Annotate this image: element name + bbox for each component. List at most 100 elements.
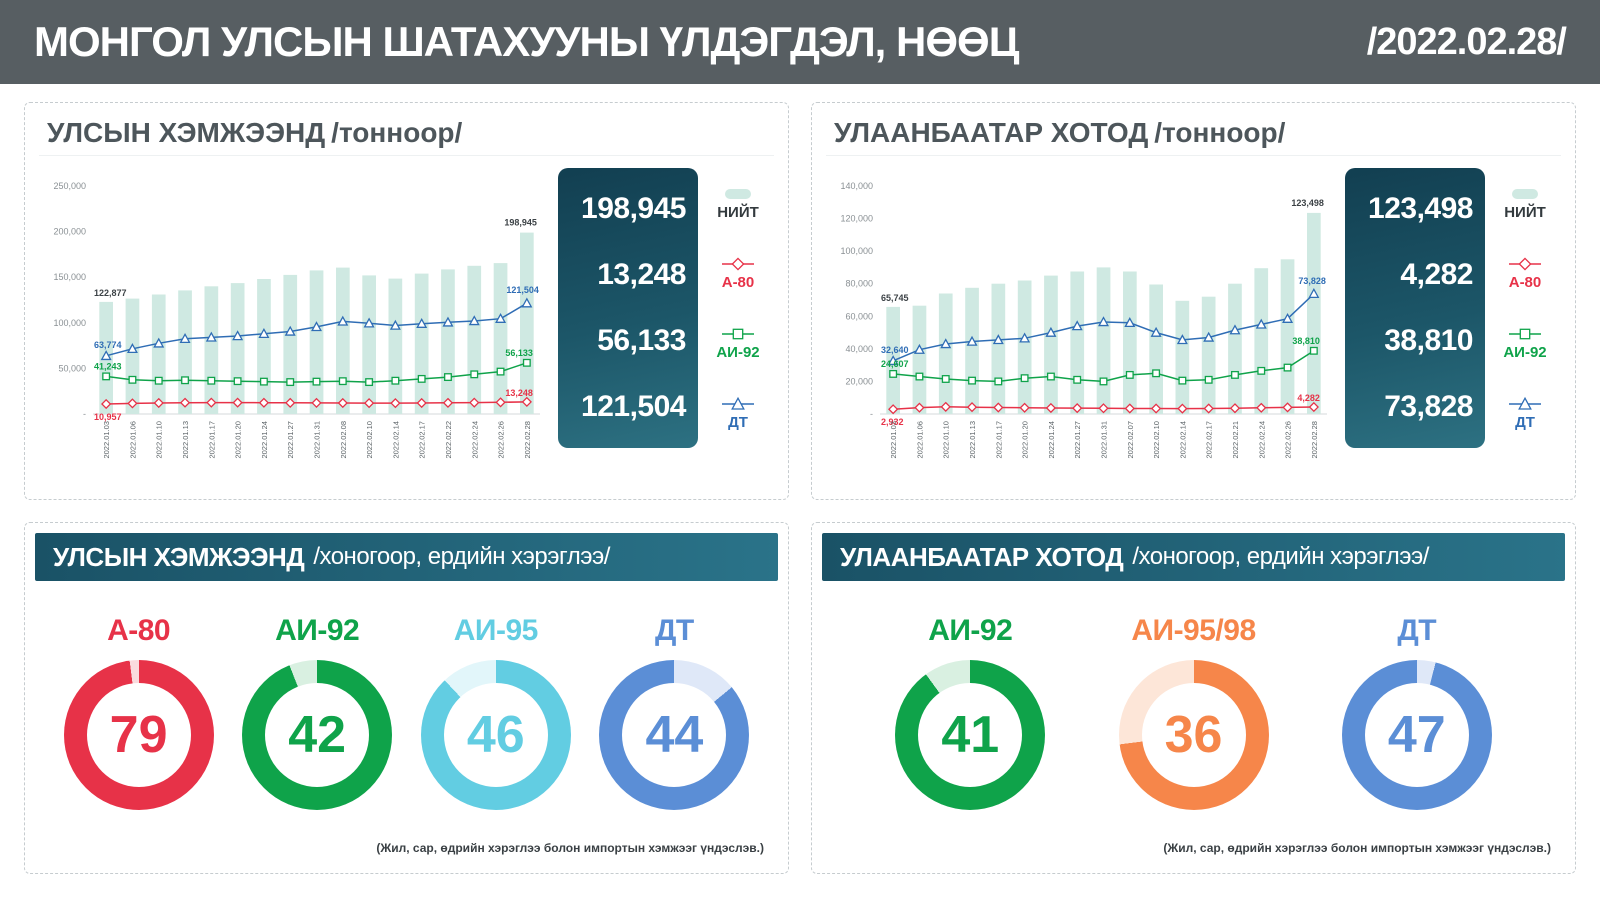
panel-ub-days: УЛААНБААТАР ХОТОД /хоногоор, ердийн хэрэ… xyxy=(811,522,1576,874)
svg-text:2022.02.22: 2022.02.22 xyxy=(444,421,453,459)
svg-text:2022.02.17: 2022.02.17 xyxy=(418,421,427,459)
triangle-legend-icon xyxy=(1509,396,1541,410)
svg-text:2022.01.13: 2022.01.13 xyxy=(181,421,190,459)
total-bar-legend-icon xyxy=(725,188,751,199)
diamond-legend-icon xyxy=(1509,256,1541,271)
ub-stock-summary-box: 123,498 4,282 38,810 73,828 xyxy=(1345,168,1485,448)
ub-stock-legend: НИЙТ А-80 АИ-92 ДТ xyxy=(1489,168,1561,448)
square-legend-icon xyxy=(1508,328,1541,339)
gauge-donut-1: 36 xyxy=(1118,660,1269,810)
svg-text:20,000: 20,000 xyxy=(845,376,873,386)
gauge-value-0: 41 xyxy=(918,683,1023,787)
svg-text:2022.01.10: 2022.01.10 xyxy=(942,421,951,459)
svg-text:2022.02.08: 2022.02.08 xyxy=(339,421,348,459)
svg-text:2022.01.03: 2022.01.03 xyxy=(889,421,898,459)
ub-days-gauges: АИ-92 41 АИ-95/98 36 ДТ 47 xyxy=(822,581,1565,839)
svg-text:2022.01.10: 2022.01.10 xyxy=(155,421,164,459)
svg-text:2022.01.13: 2022.01.13 xyxy=(968,421,977,459)
gauge-label-0: А-80 xyxy=(107,614,171,647)
svg-text:2022.01.20: 2022.01.20 xyxy=(234,421,243,459)
svg-text:2022.02.24: 2022.02.24 xyxy=(470,421,479,459)
gauge-donut-1: 42 xyxy=(242,660,393,810)
summary-value-3: 121,504 xyxy=(581,390,686,423)
ub-stock-title-text: УЛААНБААТАР ХОТОД xyxy=(834,117,1149,148)
gauge-1: АИ-92 42 xyxy=(242,614,393,810)
svg-text:2022.02.07: 2022.02.07 xyxy=(1126,421,1135,459)
legend-item-2: АИ-92 xyxy=(1503,326,1547,361)
svg-text:2022.01.24: 2022.01.24 xyxy=(260,421,269,459)
svg-text:10,957: 10,957 xyxy=(94,412,122,422)
svg-text:2022.02.26: 2022.02.26 xyxy=(1284,421,1293,459)
gauge-donut-3: 44 xyxy=(599,660,750,810)
svg-text:2022.01.17: 2022.01.17 xyxy=(994,421,1003,459)
gauge-2: АИ-95 46 xyxy=(420,614,571,810)
gauge-label-1: АИ-95/98 xyxy=(1131,614,1256,647)
svg-text:-: - xyxy=(870,409,873,419)
diamond-legend-icon xyxy=(722,256,754,271)
legend-label-0: НИЙТ xyxy=(1504,203,1546,221)
gauge-label-2: ДТ xyxy=(1397,614,1437,647)
gauge-value-2: 47 xyxy=(1364,683,1469,787)
svg-text:73,828: 73,828 xyxy=(1298,276,1326,286)
panel-national-days: УЛСЫН ХЭМЖЭЭНД /хоногоор, ердийн хэрэглэ… xyxy=(24,522,789,874)
ub-days-header: УЛААНБААТАР ХОТОД /хоногоор, ердийн хэрэ… xyxy=(822,533,1565,581)
report-date: /2022.02.28/ xyxy=(1366,20,1567,63)
svg-text:2022.01.03: 2022.01.03 xyxy=(102,421,111,459)
ub-stock-chart: - 20,000 40,000 60,000 80,000 100,000 120,000 1… xyxy=(840,181,1327,459)
svg-text:2022.02.10: 2022.02.10 xyxy=(365,421,374,459)
national-stock-title-text: УЛСЫН ХЭМЖЭЭНД xyxy=(47,117,326,148)
svg-text:2022.01.06: 2022.01.06 xyxy=(128,421,137,459)
gauge-donut-2: 47 xyxy=(1341,660,1492,810)
ub-days-title-text: УЛААНБААТАР ХОТОД xyxy=(840,541,1124,572)
svg-text:63,774: 63,774 xyxy=(94,340,122,350)
svg-text:121,504: 121,504 xyxy=(506,285,539,295)
gauge-label-0: АИ-92 xyxy=(928,614,1013,647)
gauge-value-2: 46 xyxy=(443,683,548,787)
national-days-title-unit: /хоногоор, ердийн хэрэглээ/ xyxy=(313,543,610,570)
svg-text:122,877: 122,877 xyxy=(94,288,127,298)
svg-text:100,000: 100,000 xyxy=(53,318,86,328)
summary-value-1: 4,282 xyxy=(1400,258,1473,291)
page-title: МОНГОЛ УЛСЫН ШАТАХУУНЫ ҮЛДЭГДЭЛ, НӨӨЦ xyxy=(34,18,1019,65)
national-stock-summary-box: 198,945 13,248 56,133 121,504 xyxy=(558,168,698,448)
ub-stock-title-unit: /тонноор/ xyxy=(1154,117,1286,148)
svg-text:2022.02.14: 2022.02.14 xyxy=(1178,421,1187,459)
legend-item-3: ДТ xyxy=(720,396,756,431)
legend-item-2: АИ-92 xyxy=(716,326,760,361)
svg-text:38,810: 38,810 xyxy=(1292,336,1320,346)
header-bar: МОНГОЛ УЛСЫН ШАТАХУУНЫ ҮЛДЭГДЭЛ, НӨӨЦ /2… xyxy=(0,0,1600,84)
svg-text:2022.02.26: 2022.02.26 xyxy=(497,421,506,459)
svg-text:80,000: 80,000 xyxy=(845,279,873,289)
svg-text:150,000: 150,000 xyxy=(53,272,86,282)
svg-text:13,248: 13,248 xyxy=(505,388,533,398)
svg-text:2022.02.14: 2022.02.14 xyxy=(391,421,400,459)
gauge-value-1: 42 xyxy=(265,683,370,787)
summary-value-1: 13,248 xyxy=(597,258,686,291)
panel-ub-stock: УЛААНБААТАР ХОТОД/тонноор/ - 20,000 40,000… xyxy=(811,102,1576,500)
svg-text:198,945: 198,945 xyxy=(504,218,537,228)
gauge-0: АИ-92 41 xyxy=(895,614,1046,810)
svg-text:24,607: 24,607 xyxy=(881,359,909,369)
panel-national-stock: УЛСЫН ХЭМЖЭЭНД/тонноор/ - 50,000 100,000 15… xyxy=(24,102,789,500)
total-bar-legend-icon xyxy=(1512,188,1538,199)
svg-text:-: - xyxy=(83,409,86,419)
national-stock-chart-row: - 50,000 100,000 150,000 200,000 250,000 122,8… xyxy=(39,160,774,478)
gauge-label-3: ДТ xyxy=(655,614,694,647)
svg-text:2022.02.21: 2022.02.21 xyxy=(1231,421,1240,459)
svg-text:2022.01.06: 2022.01.06 xyxy=(915,421,924,459)
svg-text:2022.01.17: 2022.01.17 xyxy=(207,421,216,459)
svg-text:56,133: 56,133 xyxy=(505,348,533,358)
gauge-3: ДТ 44 xyxy=(599,614,750,810)
svg-text:65,745: 65,745 xyxy=(881,293,909,303)
gauge-donut-2: 46 xyxy=(420,660,571,810)
svg-text:2,932: 2,932 xyxy=(881,417,904,427)
summary-value-0: 123,498 xyxy=(1368,192,1473,225)
svg-text:250,000: 250,000 xyxy=(53,181,86,191)
legend-label-2: АИ-92 xyxy=(1503,343,1547,361)
gauge-donut-0: 79 xyxy=(63,660,214,810)
national-days-footnote: (Жил, сар, өдрийн хэрэглээ болон импорты… xyxy=(376,841,764,855)
legend-label-2: АИ-92 xyxy=(716,343,760,361)
summary-value-0: 198,945 xyxy=(581,192,686,225)
triangle-legend-icon xyxy=(722,396,754,410)
national-days-title-text: УЛСЫН ХЭМЖЭЭНД xyxy=(53,541,305,572)
